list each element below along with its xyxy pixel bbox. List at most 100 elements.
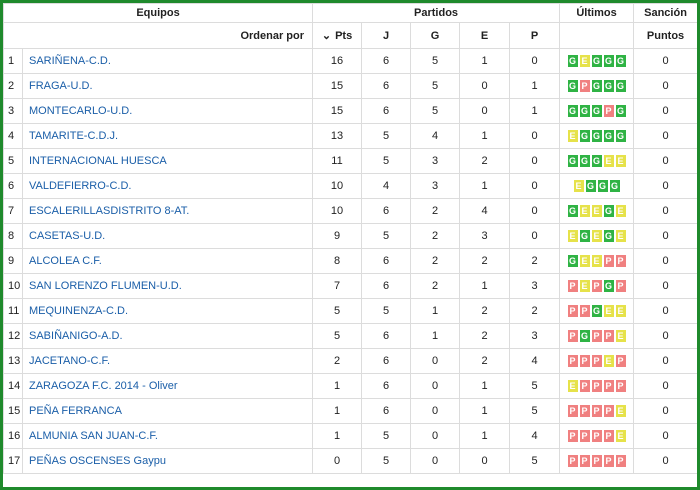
position-cell: 11 (3, 298, 23, 324)
result-badge: P (591, 405, 602, 417)
lost-cell: 0 (509, 198, 561, 224)
result-badge: E (603, 355, 614, 367)
team-link[interactable]: MEQUINENZA-C.D. (21, 298, 314, 324)
position-cell: 9 (3, 248, 23, 274)
team-link[interactable]: ALCOLEA C.F. (21, 248, 314, 274)
won-cell: 3 (410, 148, 461, 174)
pts-cell: 1 (312, 373, 363, 399)
position-cell: 15 (3, 398, 23, 424)
team-link[interactable]: ALMUNIA SAN JUAN-C.F. (21, 423, 314, 449)
result-badge: G (579, 230, 590, 242)
team-link[interactable]: FRAGA-U.D. (21, 73, 314, 99)
table-row: 7 ESCALERILLASDISTRITO 8-AT. 10 6 2 4 0 G E E G E 0 (3, 198, 697, 224)
team-link[interactable]: JACETANO-C.F. (21, 348, 314, 374)
played-cell: 6 (361, 323, 412, 349)
won-cell: 2 (410, 223, 461, 249)
pts-cell: 7 (312, 273, 363, 299)
pts-cell: 10 (312, 173, 363, 199)
table-row: 9 ALCOLEA C.F. 8 6 2 2 2 G E E P P 0 (3, 248, 697, 274)
sanction-points-cell: 0 (633, 248, 697, 274)
drawn-cell: 1 (459, 398, 511, 424)
team-link[interactable]: ZARAGOZA F.C. 2014 - Oliver (21, 373, 314, 399)
drawn-cell: 2 (459, 148, 511, 174)
sanction-points-cell: 0 (633, 273, 697, 299)
chevron-down-icon: ⌄ (321, 30, 332, 42)
result-badge: P (579, 380, 590, 392)
table-row: 4 TAMARITE-C.D.J. 13 5 4 1 0 E G G G G 0 (3, 123, 697, 149)
result-badge: P (567, 355, 578, 367)
drawn-cell: 2 (459, 348, 511, 374)
team-link[interactable]: TAMARITE-C.D.J. (21, 123, 314, 149)
won-cell: 0 (410, 423, 461, 449)
pts-cell: 11 (312, 148, 363, 174)
pts-cell: 5 (312, 298, 363, 324)
played-cell: 5 (361, 223, 412, 249)
team-link[interactable]: ESCALERILLASDISTRITO 8-AT. (21, 198, 314, 224)
lost-cell: 3 (509, 323, 561, 349)
result-badge: E (591, 205, 602, 217)
result-badge: G (615, 80, 626, 92)
position-cell: 2 (3, 73, 23, 99)
team-link[interactable]: PEÑAS OSCENSES Gaypu (21, 448, 314, 474)
sort-pts-button[interactable]: ⌄ Pts (312, 22, 363, 49)
played-cell: 6 (361, 48, 412, 74)
team-link[interactable]: SABIÑANIGO-A.D. (21, 323, 314, 349)
won-cell: 5 (410, 98, 461, 124)
drawn-cell: 2 (459, 298, 511, 324)
team-link[interactable]: PEÑA FERRANCA (21, 398, 314, 424)
won-cell: 2 (410, 273, 461, 299)
result-badge: P (567, 430, 578, 442)
sanction-points-cell: 0 (633, 198, 697, 224)
team-link[interactable]: MONTECARLO-U.D. (21, 98, 314, 124)
header-g[interactable]: G (410, 22, 461, 49)
pts-cell: 15 (312, 98, 363, 124)
result-badge: P (603, 380, 614, 392)
table-row: 5 INTERNACIONAL HUESCA 11 5 3 2 0 G G G E E 0 (3, 148, 697, 174)
result-badge: G (591, 80, 602, 92)
lost-cell: 0 (509, 123, 561, 149)
team-link[interactable]: SARIÑENA-C.D. (21, 48, 314, 74)
result-badge: P (615, 255, 626, 267)
lost-cell: 4 (509, 348, 561, 374)
drawn-cell: 1 (459, 173, 511, 199)
header-j[interactable]: J (361, 22, 412, 49)
header-equipos: Equipos (3, 3, 314, 23)
result-badge: G (603, 130, 614, 142)
position-cell: 17 (3, 448, 23, 474)
header-p[interactable]: P (509, 22, 561, 49)
team-link[interactable]: CASETAS-U.D. (21, 223, 314, 249)
result-badge: G (591, 55, 602, 67)
result-badge: P (579, 430, 590, 442)
result-badge: G (579, 155, 590, 167)
result-badge: P (591, 455, 602, 467)
played-cell: 5 (361, 123, 412, 149)
result-badge: P (591, 380, 602, 392)
team-link[interactable]: VALDEFIERRO-C.D. (21, 173, 314, 199)
result-badge: P (567, 280, 578, 292)
standings-frame: Equipos Partidos Últimos Sanción Ordenar… (3, 3, 697, 487)
result-badge: P (615, 280, 626, 292)
result-badge: P (579, 405, 590, 417)
result-badge: E (615, 430, 626, 442)
table-row: 1 SARIÑENA-C.D. 16 6 5 1 0 G E G G G 0 (3, 48, 697, 74)
team-link[interactable]: SAN LORENZO FLUMEN-U.D. (21, 273, 314, 299)
header-e[interactable]: E (459, 22, 511, 49)
drawn-cell: 0 (459, 98, 511, 124)
pts-cell: 10 (312, 198, 363, 224)
sanction-points-cell: 0 (633, 148, 697, 174)
played-cell: 5 (361, 423, 412, 449)
team-link[interactable]: INTERNACIONAL HUESCA (21, 148, 314, 174)
result-badge: G (603, 230, 614, 242)
result-badge: G (585, 180, 596, 192)
drawn-cell: 3 (459, 223, 511, 249)
result-badge: G (579, 105, 590, 117)
lost-cell: 2 (509, 298, 561, 324)
position-cell: 16 (3, 423, 23, 449)
result-badge: G (609, 180, 620, 192)
